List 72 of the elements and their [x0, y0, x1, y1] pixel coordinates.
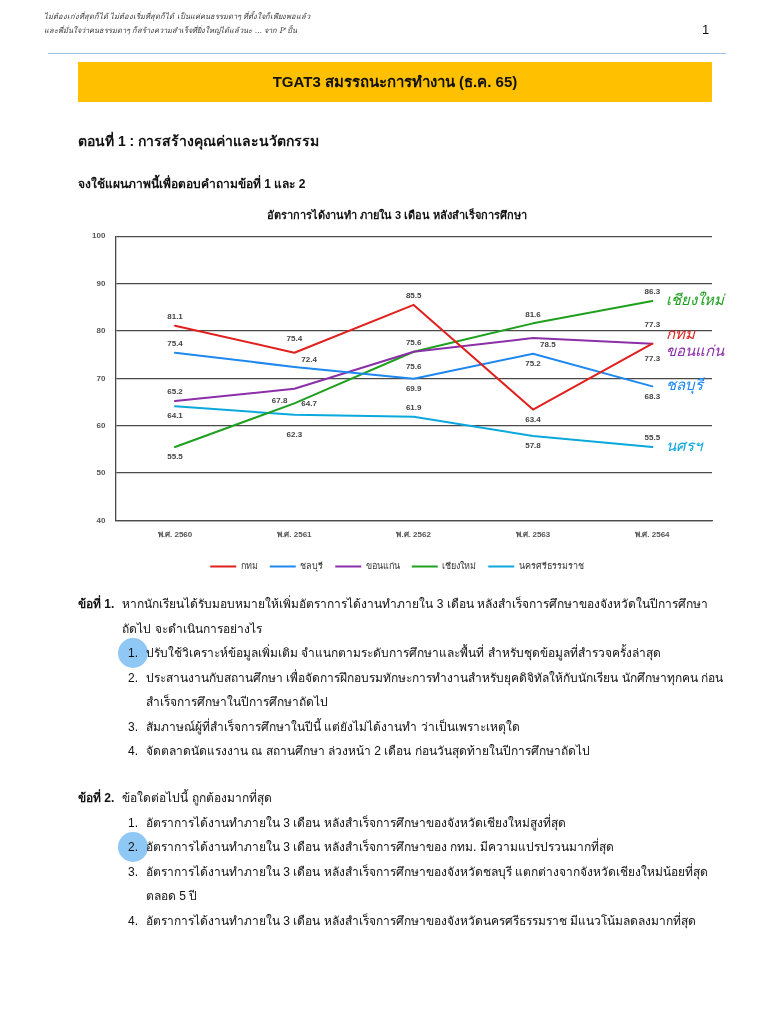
text: 3. [127, 863, 139, 881]
y-tick-label: 70 [96, 373, 106, 383]
data-label: 64.1 [167, 411, 184, 421]
data-label: 75.6 [405, 361, 423, 371]
data-label: 72.4 [301, 355, 318, 365]
text: 3. [127, 718, 139, 736]
data-label: 81.1 [167, 311, 184, 321]
y-tick-label: 80 [96, 326, 106, 336]
annotation: ขอนแก่น [666, 342, 726, 361]
text: อัตราการได้งานทำภายใน 3 เดือน หลังสำเร็จการศึกษาของจังหวัดนครศรีธรรมราช มีแนวโน้มลดลงมากที่สุด [146, 913, 697, 928]
x-tick-label: พ.ศ. 2561 [277, 530, 313, 540]
data-label: 69.9 [405, 383, 423, 393]
data-label: 68.3 [644, 391, 661, 401]
data-label: 78.5 [540, 340, 557, 350]
text: ข้อที่ 1. [78, 594, 115, 613]
data-label: 75.6 [405, 337, 423, 347]
data-label: 65.2 [167, 387, 184, 397]
data-label: 77.3 [644, 353, 661, 363]
x-tick-label: พ.ศ. 2560 [157, 530, 193, 540]
text: ข้อใดต่อไปนี้ ถูกต้องมากที่สุด [122, 788, 273, 808]
text: 4. [127, 912, 139, 930]
text: ข้อที่ 2. [78, 788, 115, 807]
legend-label: นครศรีธรรมราช [518, 560, 584, 571]
annotation: ชลบุรี [666, 376, 706, 395]
text: ตอนที่ 1 : การสร้างคุณค่าและนวัตกรรม [78, 130, 320, 152]
text: อัตราการได้งานทำภายใน 3 เดือน หลังสำเร็จการศึกษาของจังหวัดชลบุรี แตกต่างจากจังหวัดเชียงใหม่น้อยที่สุด ตลอด 5 ปี [146, 864, 709, 903]
text: สัมภาษณ์ผู้ที่สำเร็จการศึกษาในปีนี้ แต่ยังไม่ได้งานทำ ว่าเป็นเพราะเหตุใด [146, 719, 520, 734]
data-label: 85.5 [405, 291, 423, 301]
y-tick-label: 40 [96, 515, 106, 525]
text: หากนักเรียนได้รับมอบหมายให้เพิ่มอัตราการได้งานทำภายใน 3 เดือน หลังสำเร็จการศึกษาของจังหวัดในปีการศึกษาถัดไป จะดำเนินการอย่างไร [122, 594, 710, 638]
data-label: 81.6 [525, 309, 542, 319]
text: 1. [127, 645, 139, 662]
legend-label: ขอนแก่น [365, 560, 400, 571]
data-label: 64.7 [301, 398, 318, 408]
text: 1 [702, 22, 710, 37]
text: อัตราการได้งานทำภายใน 3 เดือน หลังสำเร็จการศึกษาของ กทม. มีความแปรปรวนมากที่สุด [146, 840, 614, 854]
chart-title: อัตราการได้งานทำ ภายใน 3 เดือน หลังสำเร็จการศึกษา [266, 207, 528, 221]
data-label: 67.8 [271, 395, 288, 405]
text: ปรับใช้วิเคราะห์ข้อมูลเพิ่มเติม จำแนกตามระดับการศึกษาและพื้นที่ สำหรับชุดข้อมูลที่สำรวจครั้งล่าสุด [146, 646, 661, 660]
text: 4. [127, 743, 139, 760]
text: 1. [127, 814, 139, 832]
data-label: 61.9 [405, 402, 423, 412]
text: จงใช้แผนภาพนี้เพื่อตอบคำถามข้อที่ 1 และ 2 [78, 174, 306, 193]
data-label: 57.8 [525, 441, 542, 451]
annotation: กทม [666, 325, 697, 344]
data-label: 62.3 [286, 429, 303, 439]
text: จัดตลาดนัดแรงงาน ณ สถานศึกษา ล่วงหน้า 2 เดือน ก่อนวันสุดท้ายในปีการศึกษาถัดไป [146, 744, 590, 758]
data-label: 75.2 [525, 358, 542, 368]
data-label: 55.5 [644, 433, 661, 443]
text: TGAT3 สมรรถนะการทำงาน (ธ.ค. 65) [272, 72, 518, 92]
legend-label: เชียงใหม่ [442, 560, 477, 571]
text: อัตราการได้งานทำภายใน 3 เดือน หลังสำเร็จการศึกษาของจังหวัดเชียงใหม่สูงที่สุด [146, 815, 566, 830]
y-tick-label: 100 [91, 231, 106, 241]
x-tick-label: พ.ศ. 2564 [635, 530, 671, 540]
x-tick-label: พ.ศ. 2562 [396, 530, 432, 540]
data-label: 86.3 [644, 287, 661, 297]
annotation: นศรฯ [666, 436, 705, 455]
data-label: 55.5 [167, 452, 184, 462]
y-tick-label: 60 [96, 420, 106, 430]
legend-label: กทม [240, 560, 258, 571]
y-tick-label: 90 [96, 278, 106, 288]
text: ประสานงานกับสถานศึกษา เพื่อจัดการฝึกอบรมทักษะการทำงานสำหรับยุคดิจิทัลให้กับนักเรียน นักศึกษาทุกคน ก่อนสำเร็จการศึกษาในปีการศึกษาถัดไป [146, 670, 724, 709]
legend-label: ชลบุรี [300, 560, 324, 572]
x-tick-label: พ.ศ. 2563 [515, 530, 551, 540]
annotation: เชียงใหม่ [666, 290, 727, 309]
y-tick-label: 50 [96, 468, 106, 478]
data-label: 75.4 [286, 333, 303, 343]
data-label: 63.4 [525, 414, 542, 424]
text: 2. [127, 839, 139, 856]
data-label: 75.4 [167, 338, 184, 348]
data-label: 77.3 [644, 319, 661, 329]
text: 2. [127, 669, 139, 687]
